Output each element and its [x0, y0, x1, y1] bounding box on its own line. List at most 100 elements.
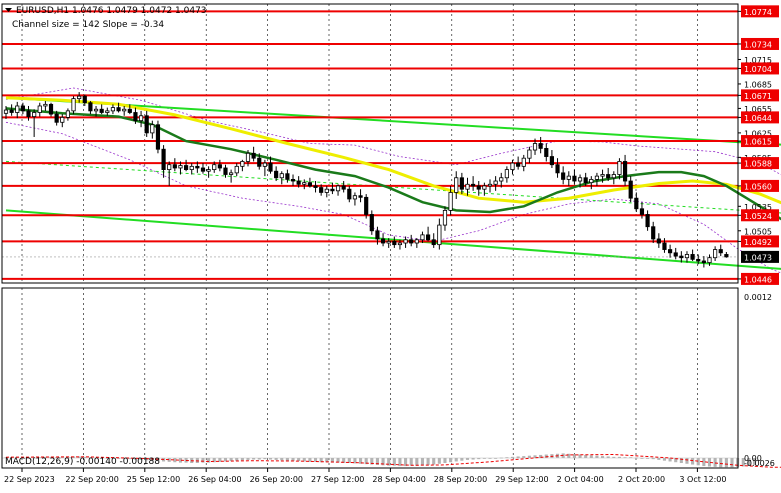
macd-histogram-bar: [280, 458, 284, 461]
macd-histogram-bar: [313, 458, 318, 462]
macd-histogram-bar: [105, 458, 109, 459]
candle: [583, 172, 588, 186]
candle-body: [549, 156, 554, 166]
macd-histogram-bar: [55, 457, 59, 459]
candle: [324, 185, 329, 198]
candle: [499, 172, 504, 188]
candle: [414, 238, 419, 248]
candle-body: [364, 196, 369, 215]
candle: [223, 164, 228, 178]
candle: [335, 184, 341, 196]
candle-body: [155, 124, 161, 150]
moving-averages: [5, 96, 781, 221]
price-label-box: [741, 135, 779, 148]
macd-histogram-bar: [707, 458, 712, 467]
dropdown-triangle-icon[interactable]: [5, 8, 12, 12]
candle-body: [229, 172, 234, 175]
macd-histogram-bar: [319, 458, 323, 463]
candle-body: [234, 165, 239, 174]
candle-body: [245, 152, 251, 162]
candle: [150, 120, 155, 139]
price-label-box: [741, 5, 779, 18]
candle-body: [48, 103, 54, 115]
candles: [3, 92, 729, 268]
candle-body: [442, 209, 448, 226]
channel-info-label: Channel size = 142 Slope = -0.34: [12, 20, 164, 30]
candle-body: [634, 197, 639, 210]
candle-body: [32, 112, 37, 117]
candle: [347, 185, 352, 203]
candle-body: [161, 148, 166, 171]
macd-histogram-bar: [668, 458, 672, 462]
macd-histogram-bar: [381, 458, 385, 466]
candle-body: [617, 161, 622, 175]
macd-histogram-bar: [651, 458, 655, 460]
candle: [184, 159, 189, 172]
candle: [493, 176, 498, 191]
time-tick-label: 26 Sep 04:00: [188, 475, 241, 484]
candle-body: [566, 175, 571, 180]
macd-histogram-bar: [730, 458, 734, 468]
candle-body: [116, 107, 121, 112]
time-tick-label: 2 Oct 20:00: [618, 475, 665, 484]
macd-histogram-bar: [612, 456, 616, 458]
macd-histogram-bar: [595, 455, 599, 458]
candle-body: [217, 164, 222, 169]
macd-histogram-bar: [268, 458, 273, 460]
macd-histogram-bar: [370, 458, 374, 465]
candle-body: [93, 108, 99, 112]
candle-body: [583, 177, 588, 184]
candle: [268, 156, 273, 174]
price-label-box: [741, 37, 779, 50]
macd-histogram-bar: [488, 458, 492, 459]
macd-histogram-bar: [32, 457, 36, 459]
candle: [65, 108, 70, 121]
candle-body: [516, 162, 521, 167]
macd-histogram-bar: [567, 453, 571, 458]
candle: [442, 206, 448, 231]
candle: [200, 163, 206, 174]
channel-upper-line: [5, 96, 781, 146]
candle-body: [572, 175, 577, 182]
macd-histogram-bar: [454, 458, 458, 462]
price-tick-label: 1.0644: [744, 114, 772, 123]
candle-body: [724, 254, 729, 258]
candle-body: [684, 254, 690, 259]
candle: [701, 256, 706, 268]
macd-histogram-bar: [617, 456, 621, 458]
macd-histogram-bar: [572, 454, 576, 458]
candle-body: [611, 174, 616, 179]
ma-fast-line: [5, 107, 781, 221]
candle-body: [352, 195, 358, 200]
candle-body: [167, 164, 172, 171]
macd-histogram-bar: [449, 458, 453, 463]
macd-histogram-bar: [426, 458, 430, 465]
candle-body: [324, 188, 329, 193]
candle-body: [651, 226, 656, 240]
macd-histogram-bar: [364, 458, 368, 465]
candle-body: [397, 242, 403, 246]
candle-body: [54, 113, 59, 123]
candle-body: [521, 157, 526, 167]
macd-histogram-bar: [297, 458, 301, 462]
candle-body: [454, 177, 459, 193]
price-tick-label: 1.0734: [744, 40, 772, 49]
macd-histogram-bar: [229, 458, 233, 462]
candle-body: [527, 149, 532, 159]
candle: [606, 167, 611, 182]
candle-body: [594, 175, 600, 180]
candle-body: [296, 180, 301, 185]
candle-body: [628, 180, 633, 199]
candle-body: [65, 110, 70, 118]
candle-body: [668, 249, 673, 254]
candle: [364, 194, 369, 219]
candle: [521, 154, 526, 172]
macd-histogram-bar: [133, 458, 137, 460]
macd-histogram-bar: [207, 458, 211, 463]
candle-body: [150, 124, 155, 134]
macd-histogram-bar: [601, 456, 605, 458]
candle: [9, 104, 14, 116]
macd-histogram-bar: [629, 457, 633, 459]
